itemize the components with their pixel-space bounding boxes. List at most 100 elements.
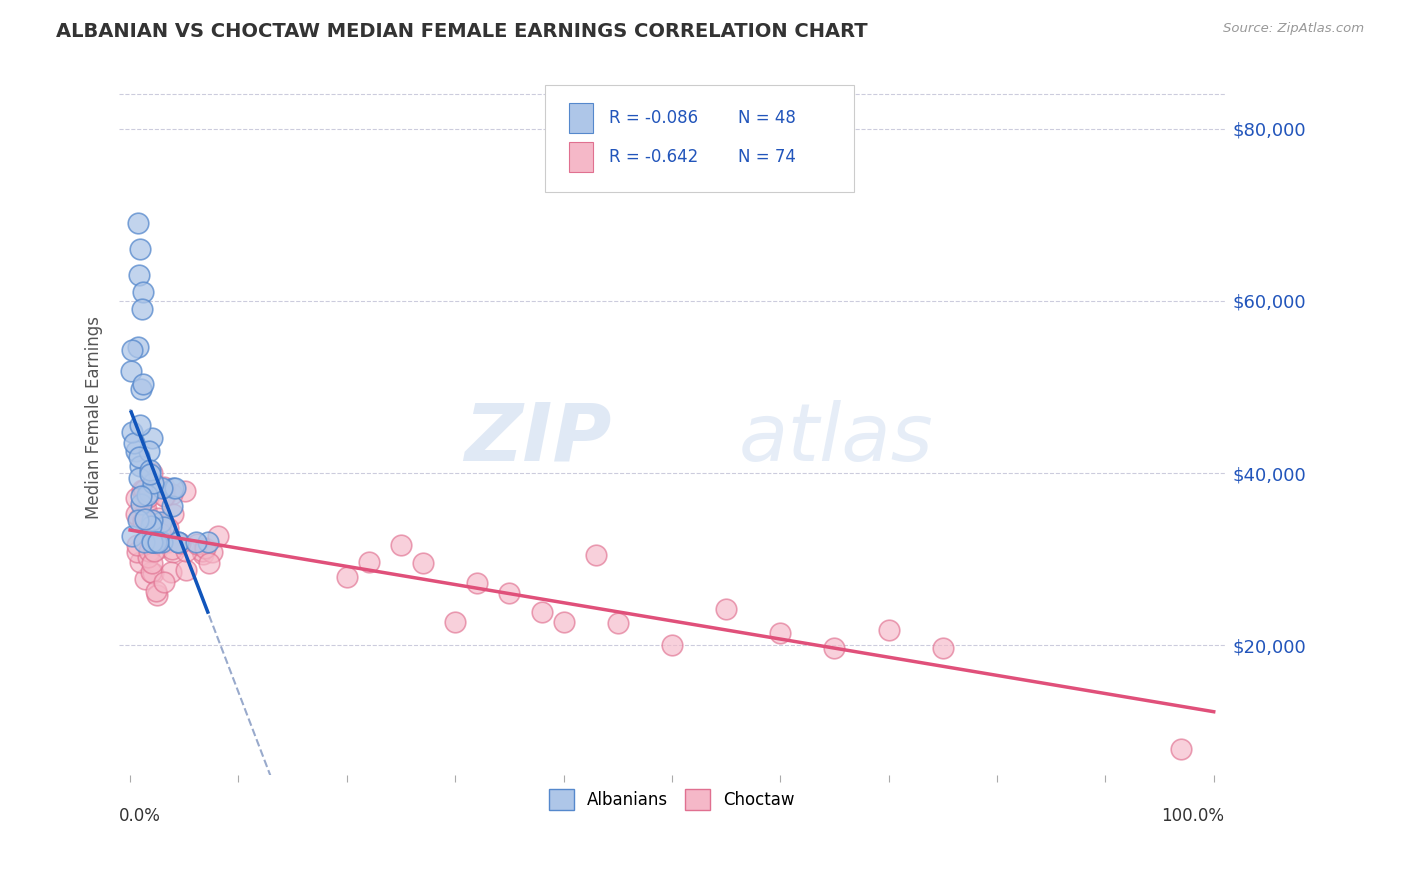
Point [194,541,217,555]
Point [160,499,183,513]
Point [134,535,156,549]
Point [142,544,165,558]
Point [877,624,900,638]
Point [132,285,155,300]
Point [141,513,163,527]
Point [141,431,163,445]
Point [129,489,152,503]
Point [166,535,188,549]
Point [530,605,553,619]
Point [136,549,159,564]
Point [131,302,153,317]
Point [128,450,150,465]
Point [150,521,173,535]
Point [134,483,156,498]
Point [173,483,195,498]
Point [138,463,160,477]
Point [135,502,157,516]
Point [125,538,148,552]
Point [149,526,172,541]
FancyBboxPatch shape [569,142,593,172]
Point [186,537,208,551]
Point [357,555,380,569]
Text: ALBANIAN VS CHOCTAW MEDIAN FEMALE EARNINGS CORRELATION CHART: ALBANIAN VS CHOCTAW MEDIAN FEMALE EARNIN… [56,22,868,41]
Point [167,535,190,549]
Point [714,602,737,616]
Point [498,586,520,600]
Point [389,538,412,552]
Point [585,548,607,562]
Point [148,510,170,524]
Point [138,543,160,558]
Point [169,536,191,550]
Point [150,535,173,549]
Point [197,535,219,549]
Point [127,513,149,527]
Text: 100.0%: 100.0% [1161,806,1225,825]
Point [134,511,156,525]
Point [444,615,467,630]
Point [142,475,165,490]
Point [162,507,184,521]
Point [157,535,180,549]
Point [150,481,173,495]
Point [141,466,163,480]
Point [131,508,153,523]
Point [122,436,145,450]
Text: N = 74: N = 74 [738,148,796,166]
Legend: Albanians, Choctaw: Albanians, Choctaw [543,782,801,816]
Point [153,480,176,494]
Point [150,515,173,529]
Point [198,556,221,570]
Point [153,520,176,534]
Point [823,640,845,655]
Point [661,638,683,652]
Point [127,340,149,354]
Text: R = -0.642: R = -0.642 [609,148,699,166]
Point [156,521,179,535]
Point [135,488,157,502]
Point [138,485,160,500]
Point [553,615,575,629]
Point [128,242,150,256]
Point [145,584,167,599]
Point [139,539,162,553]
Point [129,459,152,474]
Point [146,535,169,549]
Point [174,563,197,577]
Point [162,481,184,495]
Point [153,575,176,590]
Point [141,556,163,570]
Point [132,514,155,528]
FancyBboxPatch shape [544,85,855,192]
Point [606,615,628,630]
Text: atlas: atlas [738,400,934,477]
Point [129,382,152,396]
Point [129,417,152,432]
Point [131,497,153,511]
Point [160,565,183,579]
Point [184,535,207,549]
Point [160,487,183,501]
Text: Source: ZipAtlas.com: Source: ZipAtlas.com [1223,22,1364,36]
Point [127,216,149,230]
Point [143,535,166,549]
Point [146,516,169,530]
Point [336,569,359,583]
Point [153,488,176,502]
Point [125,545,148,559]
Point [769,625,792,640]
Text: N = 48: N = 48 [738,109,796,128]
Point [149,528,172,542]
Point [136,490,159,504]
Point [135,507,157,521]
Point [191,547,214,561]
Point [131,483,153,498]
FancyBboxPatch shape [569,103,593,133]
Point [125,491,148,506]
Text: R = -0.086: R = -0.086 [609,109,697,128]
Point [139,565,162,579]
Point [128,471,150,485]
Text: ZIP: ZIP [464,400,612,477]
Y-axis label: Median Female Earnings: Median Female Earnings [86,316,103,518]
